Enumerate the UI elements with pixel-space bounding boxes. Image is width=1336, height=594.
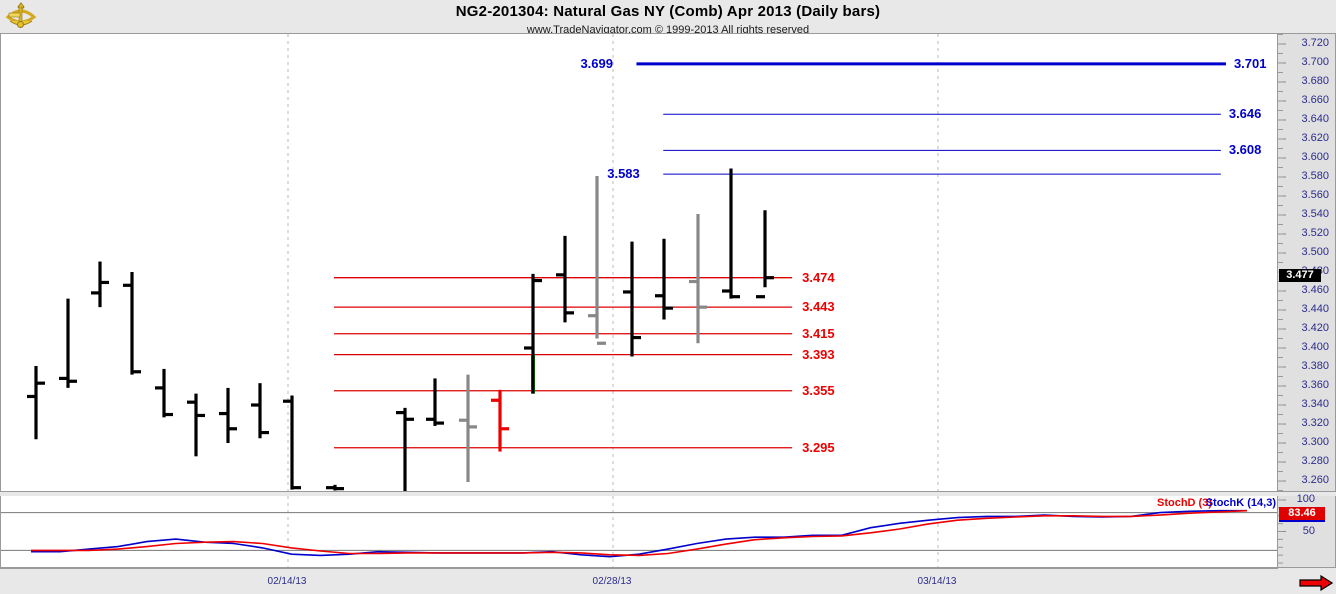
price-tick-label: 3.700 (1301, 55, 1329, 68)
price-tick-label: 3.280 (1301, 455, 1329, 468)
price-chart-pane[interactable]: 3.699 3.701 3.646 3.608 3.583 3.474 3.443 3.415… (0, 33, 1278, 529)
price-tick-label: 3.260 (1301, 474, 1329, 487)
price-tick-label: 3.440 (1301, 303, 1329, 315)
date-tick-label: 02/14/13 (267, 576, 307, 587)
stochastic-plot (1, 496, 1277, 567)
support-label-2: 3.415 (802, 325, 835, 341)
price-tick-label: 3.640 (1301, 112, 1329, 125)
price-tick-label: 3.720 (1301, 36, 1329, 49)
price-tick-label: 3.660 (1301, 93, 1329, 106)
price-plot (27, 34, 1226, 491)
date-tick-label: 02/28/13 (592, 576, 632, 587)
page-title: NG2-201304: Natural Gas NY (Comb) Apr 20… (455, 3, 881, 20)
resistance-label-left-3: 3.583 (607, 166, 640, 182)
resistance-label-right-1: 3.646 (1228, 106, 1262, 122)
date-tick-label: 03/14/13 (917, 576, 957, 587)
price-tick-label: 3.340 (1301, 398, 1329, 410)
support-label-0: 3.474 (802, 269, 835, 285)
price-tick-label: 3.380 (1301, 360, 1329, 372)
support-label-3: 3.393 (802, 346, 835, 362)
stoch-d-legend: StochD (3) (1157, 497, 1212, 509)
current-stoch-tag: 83.46 (1279, 507, 1325, 523)
price-tick-label: 3.420 (1301, 322, 1329, 334)
price-tick-label: 3.500 (1301, 245, 1329, 258)
price-tick-label: 3.680 (1301, 74, 1329, 87)
price-tick-label: 3.580 (1301, 169, 1329, 182)
stochastic-pane[interactable] (0, 496, 1278, 568)
stochastic-axis[interactable]: 100 50 83.46 (1278, 493, 1336, 568)
current-price-tag: 3.477 (1279, 268, 1321, 282)
price-tick-label: 3.600 (1301, 150, 1329, 163)
sextant-logo-icon (5, 2, 37, 28)
price-tick-label: 3.400 (1301, 341, 1329, 353)
resistance-label-left-0: 3.699 (580, 55, 613, 71)
support-label-5: 3.295 (802, 439, 835, 455)
resistance-label-right-0: 3.701 (1233, 55, 1267, 71)
resistance-label-right-2: 3.608 (1228, 142, 1262, 158)
price-tick-label: 3.320 (1301, 417, 1329, 430)
stoch-tick-label: 50 (1302, 524, 1315, 537)
price-tick-label: 3.300 (1301, 436, 1329, 449)
scroll-forward-arrow-icon[interactable] (1299, 575, 1333, 591)
price-axis[interactable]: 3.720 3.700 3.680 3.660 3.640 3.620 3.600 3.580… (1278, 33, 1336, 492)
support-label-4: 3.355 (802, 382, 835, 398)
date-axis (0, 568, 1278, 594)
stoch-k-legend: StochK (14,3) (1205, 497, 1276, 509)
stoch-tick-label: 100 (1296, 493, 1315, 505)
price-tick-label: 3.620 (1301, 131, 1329, 144)
price-tick-label: 3.520 (1301, 226, 1329, 239)
price-tick-label: 3.540 (1301, 207, 1329, 220)
price-tick-label: 3.460 (1301, 284, 1329, 296)
price-tick-label: 3.560 (1301, 188, 1329, 201)
support-label-1: 3.443 (802, 299, 835, 315)
price-tick-label: 3.360 (1301, 379, 1329, 391)
